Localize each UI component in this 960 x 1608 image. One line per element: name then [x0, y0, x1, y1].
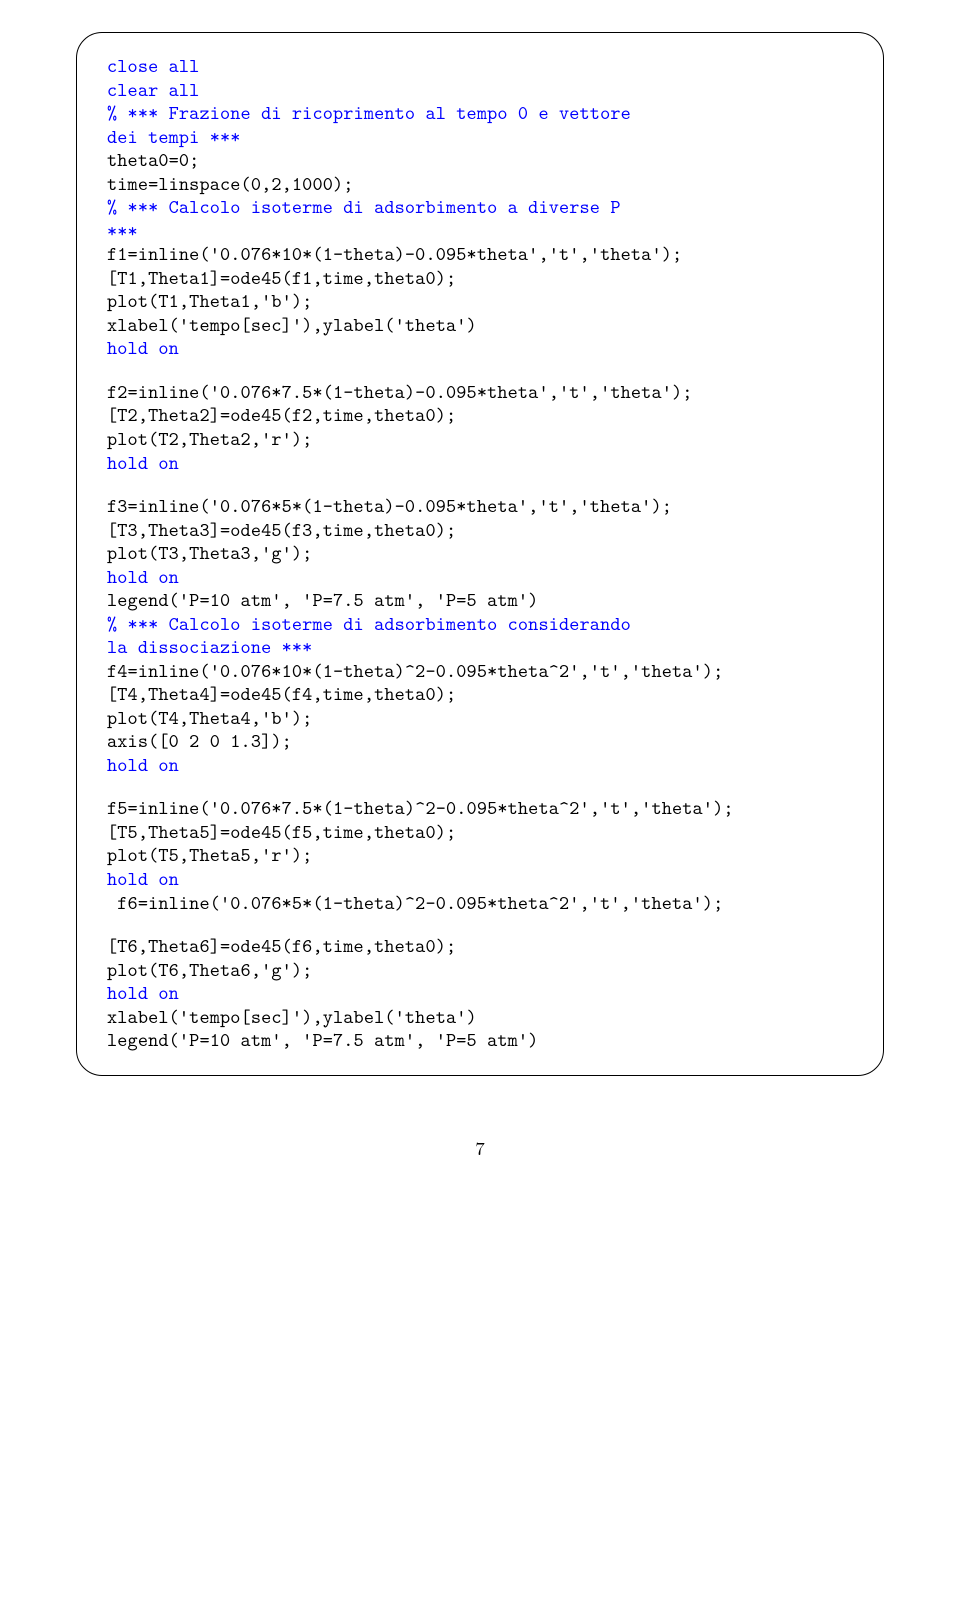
code-line: hold on	[107, 337, 871, 361]
code-line: % *** Calcolo isoterme di adsorbimento c…	[107, 613, 871, 637]
code-token: plot(T1,Theta1,'b');	[107, 288, 312, 314]
code-line: plot(T1,Theta1,'b');	[107, 290, 871, 314]
keyword-token: hold	[107, 866, 158, 892]
code-line: f6=inline('0.076*5*(1-theta)^2-0.095*the…	[107, 892, 871, 916]
keyword-token: hold	[107, 450, 158, 476]
keyword-token: all	[169, 53, 200, 79]
code-line: xlabel('tempo[sec]'),ylabel('theta')	[107, 314, 871, 338]
code-line: [T5,Theta5]=ode45(f5,time,theta0);	[107, 821, 871, 845]
code-token: f2=inline('0.076*7.5*(1-theta)-0.095*the…	[107, 379, 693, 405]
code-token: f4=inline('0.076*10*(1-theta)^2-0.095*th…	[107, 658, 723, 684]
keyword-token: hold	[107, 335, 158, 361]
code-line: % *** Frazione di ricoprimento al tempo …	[107, 102, 871, 126]
keyword-token: on	[158, 752, 179, 778]
keyword-token: close	[107, 53, 169, 79]
code-line: plot(T2,Theta2,'r');	[107, 428, 871, 452]
keyword-token: hold	[107, 980, 158, 1006]
code-line: [T3,Theta3]=ode45(f3,time,theta0);	[107, 519, 871, 543]
code-token: axis([0 2 0 1.3]);	[107, 728, 292, 754]
code-token: f3=inline('0.076*5*(1-theta)-0.095*theta…	[107, 493, 672, 519]
code-line: legend('P=10 atm', 'P=7.5 atm', 'P=5 atm…	[107, 1029, 871, 1053]
code-listing-box: close allclear all% *** Frazione di rico…	[76, 32, 884, 1076]
code-token: plot(T6,Theta6,'g');	[107, 957, 312, 983]
code-line: [T2,Theta2]=ode45(f2,time,theta0);	[107, 404, 871, 428]
code-line: plot(T4,Theta4,'b');	[107, 707, 871, 731]
code-token: theta0=0;	[107, 147, 199, 173]
keyword-token: clear	[107, 77, 169, 103]
code-line: hold on	[107, 982, 871, 1006]
code-token: [T3,Theta3]=ode45(f3,time,theta0);	[107, 517, 456, 543]
code-token: xlabel('tempo[sec]'),ylabel('theta')	[107, 1004, 477, 1030]
code-line: plot(T6,Theta6,'g');	[107, 959, 871, 983]
keyword-token: hold	[107, 564, 158, 590]
code-line: axis([0 2 0 1.3]);	[107, 730, 871, 754]
code-line: hold on	[107, 452, 871, 476]
code-line: xlabel('tempo[sec]'),ylabel('theta')	[107, 1006, 871, 1030]
code-token: legend('P=10 atm', 'P=7.5 atm', 'P=5 atm…	[107, 1027, 538, 1053]
code-line: plot(T5,Theta5,'r');	[107, 844, 871, 868]
code-line: hold on	[107, 754, 871, 778]
document-page: close allclear all% *** Frazione di rico…	[0, 0, 960, 1189]
code-line: close all	[107, 55, 871, 79]
comment-token: la dissociazione ***	[107, 634, 312, 660]
code-token: plot(T5,Theta5,'r');	[107, 842, 312, 868]
code-token: [T2,Theta2]=ode45(f2,time,theta0);	[107, 402, 456, 428]
code-token: plot(T3,Theta3,'g');	[107, 540, 312, 566]
keyword-token: on	[158, 980, 179, 1006]
code-token: plot(T2,Theta2,'r');	[107, 426, 312, 452]
comment-token: ***	[107, 218, 138, 244]
code-line: clear all	[107, 79, 871, 103]
block-gap	[107, 777, 871, 797]
code-line: % *** Calcolo isoterme di adsorbimento a…	[107, 196, 871, 220]
keyword-token: hold	[107, 752, 158, 778]
keyword-token: on	[158, 450, 179, 476]
code-token: xlabel('tempo[sec]'),ylabel('theta')	[107, 312, 477, 338]
block-gap	[107, 915, 871, 935]
keyword-token: on	[158, 335, 179, 361]
comment-token: % *** Calcolo isoterme di adsorbimento c…	[107, 611, 631, 637]
code-token: [T4,Theta4]=ode45(f4,time,theta0);	[107, 681, 456, 707]
comment-token: % *** Frazione di ricoprimento al tempo …	[107, 100, 631, 126]
keyword-token: on	[158, 564, 179, 590]
code-line: f1=inline('0.076*10*(1-theta)-0.095*thet…	[107, 243, 871, 267]
keyword-token: on	[158, 866, 179, 892]
code-line: f2=inline('0.076*7.5*(1-theta)-0.095*the…	[107, 381, 871, 405]
code-line: [T4,Theta4]=ode45(f4,time,theta0);	[107, 683, 871, 707]
code-token: f5=inline('0.076*7.5*(1-theta)^2-0.095*t…	[107, 795, 734, 821]
code-line: f4=inline('0.076*10*(1-theta)^2-0.095*th…	[107, 660, 871, 684]
code-token: f6=inline('0.076*5*(1-theta)^2-0.095*the…	[107, 890, 723, 916]
code-line: legend('P=10 atm', 'P=7.5 atm', 'P=5 atm…	[107, 589, 871, 613]
code-line: dei tempi ***	[107, 126, 871, 150]
code-line: theta0=0;	[107, 149, 871, 173]
block-gap	[107, 475, 871, 495]
code-token: [T5,Theta5]=ode45(f5,time,theta0);	[107, 819, 456, 845]
code-line: hold on	[107, 566, 871, 590]
block-gap	[107, 361, 871, 381]
code-token: plot(T4,Theta4,'b');	[107, 705, 312, 731]
code-line: ***	[107, 220, 871, 244]
code-token: f1=inline('0.076*10*(1-theta)-0.095*thet…	[107, 241, 682, 267]
comment-token: % *** Calcolo isoterme di adsorbimento a…	[107, 194, 621, 220]
keyword-token: all	[169, 77, 200, 103]
code-line: time=linspace(0,2,1000);	[107, 173, 871, 197]
code-line: f3=inline('0.076*5*(1-theta)-0.095*theta…	[107, 495, 871, 519]
code-token: [T6,Theta6]=ode45(f6,time,theta0);	[107, 933, 456, 959]
code-line: la dissociazione ***	[107, 636, 871, 660]
code-line: [T1,Theta1]=ode45(f1,time,theta0);	[107, 267, 871, 291]
code-token: legend('P=10 atm', 'P=7.5 atm', 'P=5 atm…	[107, 587, 538, 613]
code-line: [T6,Theta6]=ode45(f6,time,theta0);	[107, 935, 871, 959]
code-line: f5=inline('0.076*7.5*(1-theta)^2-0.095*t…	[107, 797, 871, 821]
page-number: 7	[76, 1134, 884, 1161]
code-line: hold on	[107, 868, 871, 892]
code-line: plot(T3,Theta3,'g');	[107, 542, 871, 566]
comment-token: dei tempi ***	[107, 124, 241, 150]
code-token: [T1,Theta1]=ode45(f1,time,theta0);	[107, 265, 456, 291]
code-token: time=linspace(0,2,1000);	[107, 171, 354, 197]
